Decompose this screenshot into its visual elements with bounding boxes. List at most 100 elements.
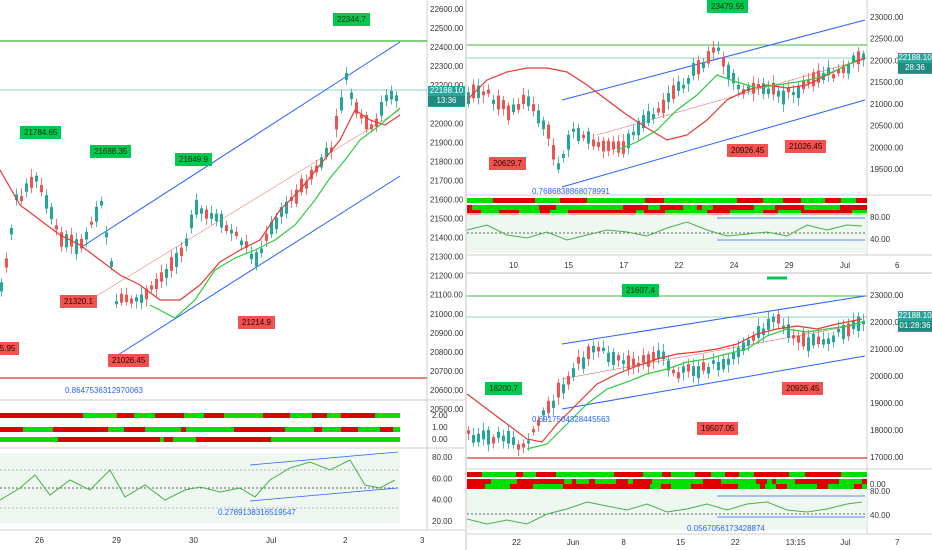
signal-segment: [756, 479, 767, 484]
candle-body: [95, 206, 98, 222]
slope-text: 0.7686838868078991: [532, 187, 610, 196]
signal-segment: [665, 210, 687, 215]
signal-segment: [334, 413, 341, 418]
moving-average-red: [467, 57, 866, 141]
signal-segment: [713, 205, 731, 210]
signal-segment: [695, 472, 711, 477]
rsi-slope-text: 0.2789138316519547: [218, 508, 296, 517]
signal-segment: [708, 484, 716, 489]
rsi-slope-text: 0.0567056173428874: [687, 524, 765, 533]
green-label: 22344.7: [333, 13, 370, 26]
signal-segment: [80, 437, 92, 442]
candle-body: [527, 96, 530, 107]
signal-segment: [106, 413, 117, 418]
candle-body: [652, 113, 655, 119]
candle-body: [110, 261, 113, 267]
candle-body: [15, 194, 18, 201]
signal-segment: [275, 427, 285, 432]
signal-segment: [493, 198, 508, 203]
signal-segment: [703, 479, 721, 484]
candle-body: [647, 111, 650, 123]
candle-body: [802, 332, 805, 347]
indicator-axis-label: 80.00: [870, 213, 891, 222]
candle-body: [722, 359, 725, 370]
signal-segment: [595, 479, 604, 484]
slope-text: 0.8647536312970063: [65, 386, 143, 395]
left-chart-pane[interactable]: 22600.00 22500.00 22400.00 22300.00 22200.00…: [0, 0, 465, 550]
candle-body: [477, 85, 480, 99]
price-axis-label: 22200.00: [430, 81, 464, 90]
signal-segment: [564, 479, 572, 484]
signal-segment: [746, 210, 763, 215]
candle-body: [275, 217, 278, 230]
signal-segment: [606, 484, 614, 489]
candle-body: [260, 248, 263, 254]
signal-segment: [331, 437, 351, 442]
candle-body: [100, 200, 103, 206]
signal-segment: [23, 427, 31, 432]
current-price-value: 22188.10: [898, 53, 932, 62]
candle-body: [355, 102, 358, 114]
candle-body: [862, 321, 865, 325]
signal-segment: [757, 198, 763, 203]
signal-segment: [317, 437, 331, 442]
time-axis-label: Jul: [840, 261, 850, 270]
left-chart-svg[interactable]: 22600.00 22500.00 22400.00 22300.00 22200.00…: [0, 0, 465, 550]
signal-segment: [60, 427, 74, 432]
price-axis-label: 23000.00: [870, 13, 904, 22]
signal-segment: [83, 413, 106, 418]
rsi-line: [467, 501, 863, 525]
signal-segment: [671, 472, 676, 477]
candle-body: [497, 431, 500, 438]
top-right-chart-pane[interactable]: 23000.00 22500.00 22000.00 21500.00 21000.00…: [467, 0, 932, 272]
price-axis-label: 22400.00: [430, 43, 464, 52]
signal-segment: [165, 427, 181, 432]
candle-body: [747, 339, 750, 346]
signal-segment: [852, 210, 867, 215]
signal-segment: [830, 479, 839, 484]
signal-segment: [801, 210, 822, 215]
signal-segment: [111, 437, 118, 442]
signal-segment: [31, 427, 53, 432]
candle-body: [577, 356, 580, 364]
signal-segment: [49, 413, 72, 418]
candle-body: [642, 355, 645, 363]
signal-segment: [312, 413, 327, 418]
candle-body: [772, 82, 775, 95]
signal-segment: [474, 479, 479, 484]
signal-segment: [760, 484, 765, 489]
signal-segment: [186, 427, 198, 432]
candle-body: [497, 95, 500, 110]
candle-body: [847, 323, 850, 337]
channel-upper: [561, 19, 866, 101]
candle-body: [517, 104, 520, 110]
bottom-right-chart-pane[interactable]: 23000.00 22000.00 21000.00 20000.00 19000.00…: [467, 274, 932, 550]
countdown-value: 01:28:36: [898, 321, 932, 331]
signal-segment: [754, 472, 764, 477]
signal-segment: [206, 437, 221, 442]
signal-segment: [828, 484, 834, 489]
candle-body: [105, 232, 108, 238]
candle-body: [20, 195, 23, 202]
signal-segment: [776, 484, 787, 489]
candle-body: [792, 92, 795, 96]
candle-body: [732, 72, 735, 84]
candle-body: [637, 362, 640, 367]
signal-segment: [789, 472, 805, 477]
signal-segment: [380, 427, 393, 432]
signal-segment: [467, 479, 474, 484]
signal-segment: [585, 484, 606, 489]
candle-body: [632, 358, 635, 367]
candle-body: [707, 366, 710, 374]
bottom-right-chart-svg[interactable]: 23000.00 22000.00 21000.00 20000.00 19000.00…: [467, 274, 932, 550]
time-axis-label: 15: [564, 261, 573, 270]
candle-body: [472, 84, 475, 99]
signal-segment: [560, 198, 579, 203]
candle-body: [55, 225, 58, 230]
signal-segment: [721, 479, 738, 484]
signal-segment: [576, 479, 589, 484]
price-axis-label: 22300.00: [430, 62, 464, 71]
signal-segment: [393, 427, 400, 432]
top-right-chart-svg[interactable]: 23000.00 22500.00 22000.00 21500.00 21000.00…: [467, 0, 932, 272]
candle-body: [265, 233, 268, 241]
